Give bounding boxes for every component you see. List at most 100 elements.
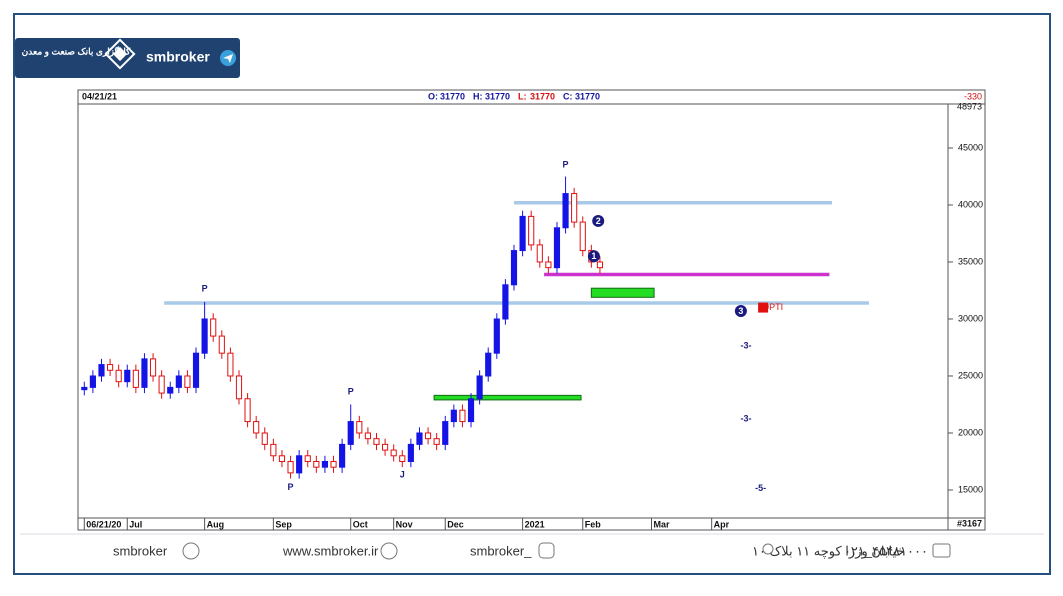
candle-body [596,261,604,269]
footer-telegram: smbroker [113,543,168,558]
candle-body [399,455,406,462]
candle-body [528,215,535,246]
candle-body [210,318,217,337]
x-tick-label: 06/21/20 [86,519,121,529]
annotation-label: P [202,284,208,294]
candle-body [115,369,122,383]
candle-body [476,375,483,400]
candle-body [467,398,475,423]
x-tick-label: Dec [447,519,464,529]
candle-body [502,284,509,320]
candle-body [459,409,466,423]
candle-body [149,358,157,377]
candle-body [175,375,182,388]
x-tick-label: 2021 [525,519,545,529]
candle-body [296,455,303,474]
header-change: -330 [964,91,982,101]
x-tick-label: Feb [585,519,602,529]
candle-body [562,193,569,229]
candle-body [347,421,354,445]
annotation-label: P [348,386,354,396]
footer-instagram: smbroker_ [470,543,532,558]
candle-body [553,227,561,269]
candle-body [158,375,165,394]
candle-body [218,335,225,354]
x-tick-label: Nov [396,519,413,529]
candle-body [192,352,200,388]
footer-phone: ۰۲۱_۴۵۴۸۱۰۰۰ [844,543,928,558]
annotation-label: 3 [738,306,743,316]
candle-body [98,364,105,377]
candle-body [571,193,578,223]
candle-body [433,438,440,445]
candle-body [390,449,397,457]
readout-value: 31770 [530,91,555,101]
y-tick-label: 40000 [958,199,983,209]
y-tick-label: 35000 [958,256,983,266]
candle-body [450,409,457,423]
x-tick-label: Jul [129,519,142,529]
candle-body [227,352,234,377]
candle-body [107,364,114,371]
readout-value: 31770 [440,91,465,101]
candle-body [545,261,552,269]
candle-body [304,455,311,462]
annotation-label: 2 [596,216,601,226]
footer-web-icon [380,542,398,560]
candle-body [407,443,414,462]
logo-box [15,38,240,78]
annotation-label: 1 [591,251,596,261]
candle-body [424,432,432,440]
last-value: 48973 [957,101,982,111]
annotation-label: P [288,482,294,492]
candle-body [321,460,329,468]
logo-brand: smbroker [146,49,210,65]
candle-body [184,375,191,388]
candle-body [510,250,518,286]
candle-body [493,318,500,354]
annotation-label: -3- [741,341,752,351]
annotation-box [758,302,769,313]
candle-body [89,375,96,388]
readout-value: 31770 [485,91,510,101]
candle-body [536,244,543,263]
readout-name: O: [428,91,438,101]
candle-body [356,421,363,434]
readout-name: L: [518,91,527,101]
candle-body [235,375,243,400]
candle-body [442,421,449,445]
candle-body [167,386,174,394]
x-tick-label: Sep [275,519,292,529]
readout-name: H: [473,91,483,101]
annotation-label: 99PTI [759,302,783,312]
header-date: 04/21/21 [82,91,117,101]
bar-count: #3167 [957,518,982,528]
annotation-label: -3- [741,414,752,424]
candle-body [270,443,277,457]
x-tick-label: Apr [714,519,730,529]
zone [590,287,655,298]
candle-body [416,432,423,445]
annotation-circle [587,250,600,263]
candle-body [278,455,286,462]
candle-body [330,460,337,468]
footer-instagram-icon [538,542,555,559]
footer-address: خیابان وزرا کوچه ۱۱ بلاک ۱۰ [752,543,904,559]
annotation-circle [734,305,747,317]
annotation-label: P [563,159,569,169]
candle-body [253,421,260,434]
annotation-label: J [400,470,405,480]
annotation-label: -5- [755,483,766,493]
logo-bank-name: کارگزاری بانک صنعت و معدن [22,45,131,57]
candle-body [201,318,208,354]
x-tick-label: Mar [654,519,671,529]
candle-body [579,221,586,252]
candle-body [519,215,526,252]
telegram-plane [223,54,233,63]
candle-body [313,460,320,468]
candle-body [485,352,492,377]
candle-body [141,358,148,388]
y-tick-label: 30000 [958,313,983,323]
candle-body [244,398,251,423]
